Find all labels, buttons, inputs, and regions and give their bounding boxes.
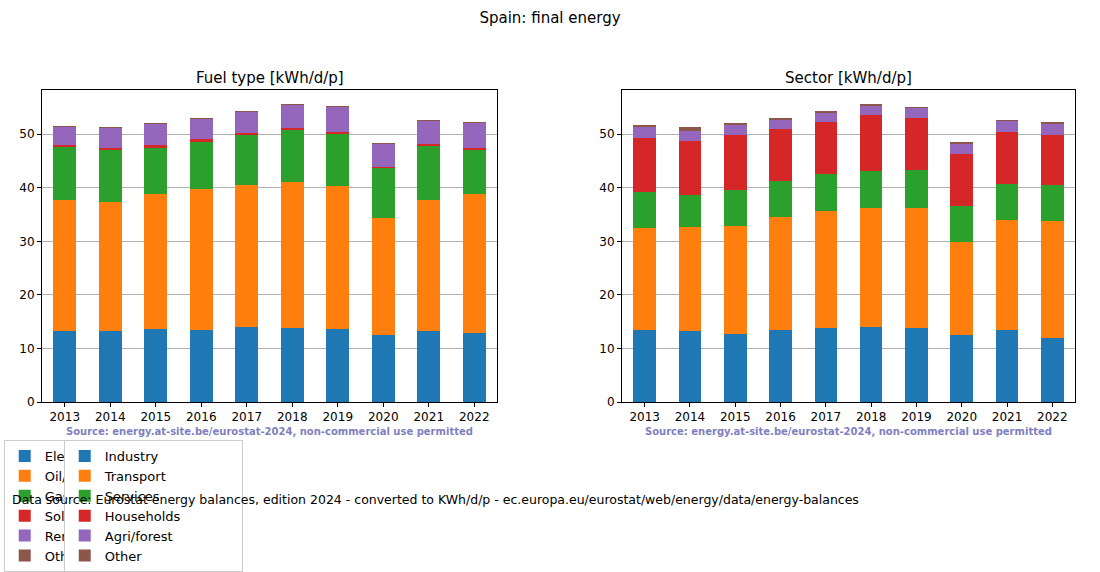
svg-text:10: 10: [599, 342, 614, 356]
svg-text:20: 20: [599, 288, 614, 302]
svg-text:20: 20: [19, 288, 34, 302]
svg-text:Other: Other: [105, 549, 143, 564]
svg-text:Industry: Industry: [105, 449, 159, 464]
svg-text:10: 10: [19, 342, 34, 356]
svg-text:Source: energy.at-site.be/euro: Source: energy.at-site.be/eurostat-2024,…: [645, 426, 1052, 437]
svg-text:30: 30: [599, 235, 614, 249]
svg-text:40: 40: [599, 181, 614, 195]
svg-text:30: 30: [19, 235, 34, 249]
svg-text:Source: energy.at-site.be/euro: Source: energy.at-site.be/eurostat-2024,…: [66, 426, 473, 437]
svg-text:2018: 2018: [277, 410, 308, 424]
svg-text:0: 0: [607, 395, 615, 409]
svg-text:2016: 2016: [186, 410, 217, 424]
svg-text:2015: 2015: [720, 410, 751, 424]
svg-text:Data source: Eurostat energy b: Data source: Eurostat energy balances, e…: [12, 492, 859, 507]
svg-text:2019: 2019: [322, 410, 353, 424]
svg-text:2013: 2013: [629, 410, 660, 424]
svg-text:Sector [kWh/d/p]: Sector [kWh/d/p]: [785, 69, 912, 87]
svg-text:2021: 2021: [992, 410, 1023, 424]
svg-text:Renewables & biofuel: Renewables & biofuel: [44, 528, 186, 544]
svg-text:0: 0: [27, 395, 35, 409]
svg-text:2019: 2019: [901, 410, 932, 424]
svg-text:2013: 2013: [49, 410, 80, 424]
svg-text:Fuel type [kWh/d/p]: Fuel type [kWh/d/p]: [196, 69, 344, 87]
svg-text:2014: 2014: [675, 410, 706, 424]
svg-text:Solid fossil: Solid fossil: [44, 508, 114, 524]
svg-text:Services: Services: [105, 489, 160, 504]
svg-text:Other: Other: [44, 548, 82, 564]
svg-text:2022: 2022: [1037, 410, 1068, 424]
svg-text:Spain: final energy: Spain: final energy: [479, 9, 620, 27]
svg-text:2014: 2014: [95, 410, 126, 424]
svg-text:2022: 2022: [459, 410, 490, 424]
svg-text:Households: Households: [105, 509, 181, 524]
svg-text:40: 40: [19, 181, 34, 195]
svg-text:2017: 2017: [231, 410, 262, 424]
svg-text:2020: 2020: [946, 410, 977, 424]
svg-text:50: 50: [599, 127, 614, 141]
svg-text:2018: 2018: [856, 410, 887, 424]
svg-text:50: 50: [19, 127, 34, 141]
svg-text:Transport: Transport: [104, 469, 166, 484]
svg-text:2020: 2020: [368, 410, 399, 424]
svg-text:Agri/forest: Agri/forest: [105, 529, 173, 544]
svg-text:2017: 2017: [811, 410, 842, 424]
svg-text:Gas: Gas: [44, 488, 70, 504]
svg-text:2015: 2015: [140, 410, 171, 424]
svg-text:2016: 2016: [765, 410, 796, 424]
svg-text:2021: 2021: [413, 410, 444, 424]
